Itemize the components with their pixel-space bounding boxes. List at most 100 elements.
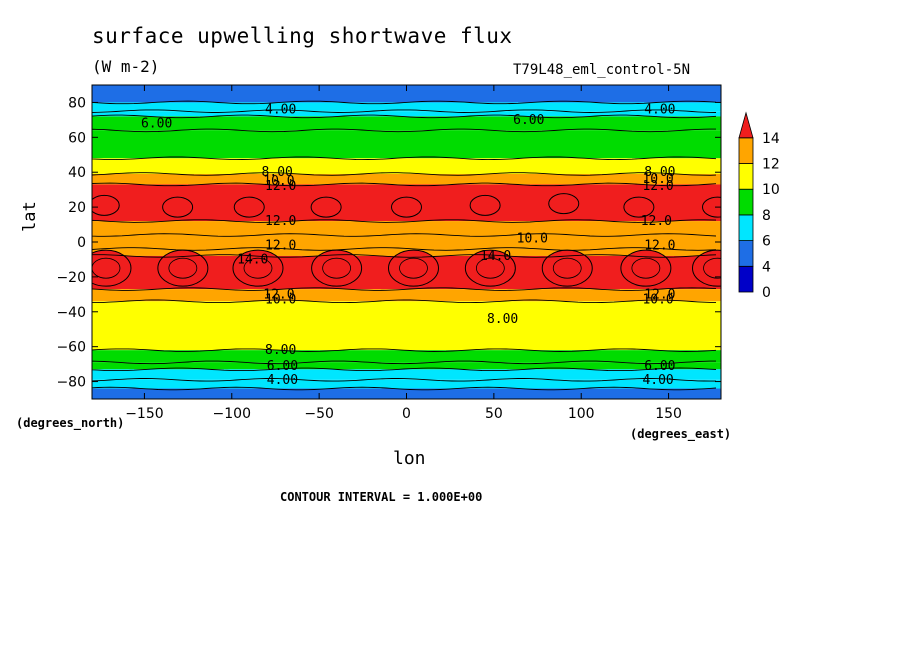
y-axis-units: (degrees_north) <box>16 416 125 430</box>
max-cell-south-inner-6 <box>552 257 582 279</box>
contour-label-1: 4.00 <box>644 102 675 117</box>
colorbar-label-0: 0 <box>762 285 771 301</box>
zonal-band-5 <box>92 158 721 174</box>
zonal-band-16 <box>92 369 721 380</box>
y-axis-ticks: 80 60 40 20 0 −20 −40 −60 −80 <box>56 95 721 391</box>
y-tick-label-0: 80 <box>68 95 86 111</box>
max-cell-south-inner-0 <box>92 257 121 279</box>
zonal-band-3 <box>92 116 721 131</box>
y-tick-label-4: 0 <box>77 235 86 251</box>
filled-contours <box>92 85 721 399</box>
max-cell-south-4 <box>387 249 439 287</box>
max-cell-south-inner-5 <box>475 257 505 279</box>
zonal-band-17 <box>92 379 721 389</box>
contour-label-4: 8.00 <box>262 165 293 180</box>
contour-label-18: 12.0 <box>644 287 675 302</box>
zonal-band-6 <box>92 173 721 185</box>
contour-label-2: 6.00 <box>141 116 172 131</box>
max-cell-south-inner-4 <box>399 257 428 279</box>
max-cell-south-5 <box>464 249 516 287</box>
max-cell-south-8 <box>692 249 721 287</box>
zonal-band-0 <box>92 85 721 103</box>
contour-line-11 <box>92 287 717 291</box>
y-tick-label-8: −80 <box>56 375 86 391</box>
contour-line-16 <box>92 378 716 382</box>
max-cell-south-inner-2 <box>243 257 273 279</box>
colorbar-segment-5 <box>738 137 754 164</box>
y-tick-label-3: 20 <box>68 200 86 216</box>
contour-label-0: 4.00 <box>265 102 296 117</box>
contour-label-16: 14.0 <box>480 249 511 264</box>
zonal-band-1 <box>92 102 721 112</box>
contour-line-1 <box>92 109 717 113</box>
x-tick-label-4: 50 <box>485 406 503 422</box>
zonal-band-9 <box>92 235 721 249</box>
contour-line-0 <box>92 100 717 105</box>
contour-line-12 <box>92 299 717 304</box>
zonal-band-15 <box>92 362 721 370</box>
colorbar-label-1: 4 <box>762 259 771 275</box>
contour-line-9 <box>92 247 717 251</box>
colorbar-label-3: 8 <box>762 208 771 224</box>
zonal-band-2 <box>92 111 721 117</box>
contour-label-11: 12.0 <box>641 214 672 229</box>
x-tick-label-0: −150 <box>125 406 163 422</box>
colorbar-label-4: 10 <box>762 182 780 198</box>
contour-label-24: 6.00 <box>644 359 675 374</box>
contour-label-10: 12.0 <box>265 214 296 229</box>
y-tick-label-6: −40 <box>56 305 86 321</box>
colorbar-segment-4 <box>738 163 754 190</box>
x-axis-label: lon <box>393 448 426 469</box>
contour-label-15: 14.0 <box>237 252 268 267</box>
contour-label-5: 8.00 <box>644 165 675 180</box>
zonal-band-4 <box>92 130 721 159</box>
contour-label-20: 10.0 <box>642 293 673 308</box>
contour-label-19: 10.0 <box>265 293 296 308</box>
contour-line-6 <box>92 182 717 187</box>
x-axis-ticks: −150 −100 −50 0 50 100 150 <box>125 85 682 422</box>
max-cell-south-7 <box>620 249 672 287</box>
max-cell-north-5 <box>469 194 501 216</box>
chart-units: (W m-2) <box>92 57 160 76</box>
max-cell-north-7 <box>623 196 655 218</box>
contour-line-13 <box>92 348 717 352</box>
max-cell-south-inner-8 <box>703 257 721 279</box>
contour-line-7 <box>92 219 717 223</box>
chart-title: surface upwelling shortwave flux <box>92 24 513 48</box>
x-axis-units: (degrees_east) <box>630 427 732 441</box>
contour-label-22: 8.00 <box>265 343 296 358</box>
max-cell-north-8 <box>702 196 721 218</box>
contour-line-4 <box>92 156 717 161</box>
contour-label-25: 4.00 <box>267 373 298 388</box>
contour-label-21: 8.00 <box>487 312 518 327</box>
max-cell-south-inner-7 <box>631 257 661 279</box>
x-tick-label-3: 0 <box>402 406 411 422</box>
colorbar-extend-triangle <box>738 111 754 139</box>
max-cell-north-6 <box>548 193 580 215</box>
contour-label-6: 10.0 <box>263 174 294 189</box>
colorbar-label-2: 6 <box>762 234 771 250</box>
max-cell-north-3 <box>310 196 342 218</box>
contour-interval-note: CONTOUR INTERVAL = 1.000E+00 <box>280 490 483 504</box>
zonal-band-14 <box>92 350 721 363</box>
x-tick-label-6: 150 <box>655 406 682 422</box>
x-tick-label-1: −100 <box>213 406 251 422</box>
y-tick-label-7: −60 <box>56 340 86 356</box>
y-tick-label-2: 40 <box>68 165 86 181</box>
contour-line-5 <box>92 172 717 176</box>
y-tick-label-5: −20 <box>56 270 86 286</box>
zonal-band-13 <box>92 301 721 351</box>
max-cell-north-4 <box>391 196 422 218</box>
max-cell-north-0 <box>92 194 120 216</box>
x-tick-label-5: 100 <box>568 406 595 422</box>
contour-line-3 <box>92 128 716 133</box>
contour-label-13: 12.0 <box>265 238 296 253</box>
max-cell-south-2 <box>232 249 284 287</box>
colorbar: 0 4 6 8 10 12 14 <box>738 111 780 301</box>
contour-line-10 <box>92 254 717 258</box>
x-tick-label-2: −50 <box>304 406 334 422</box>
contour-label-8: 12.0 <box>265 179 296 194</box>
zonal-band-12 <box>92 289 721 302</box>
